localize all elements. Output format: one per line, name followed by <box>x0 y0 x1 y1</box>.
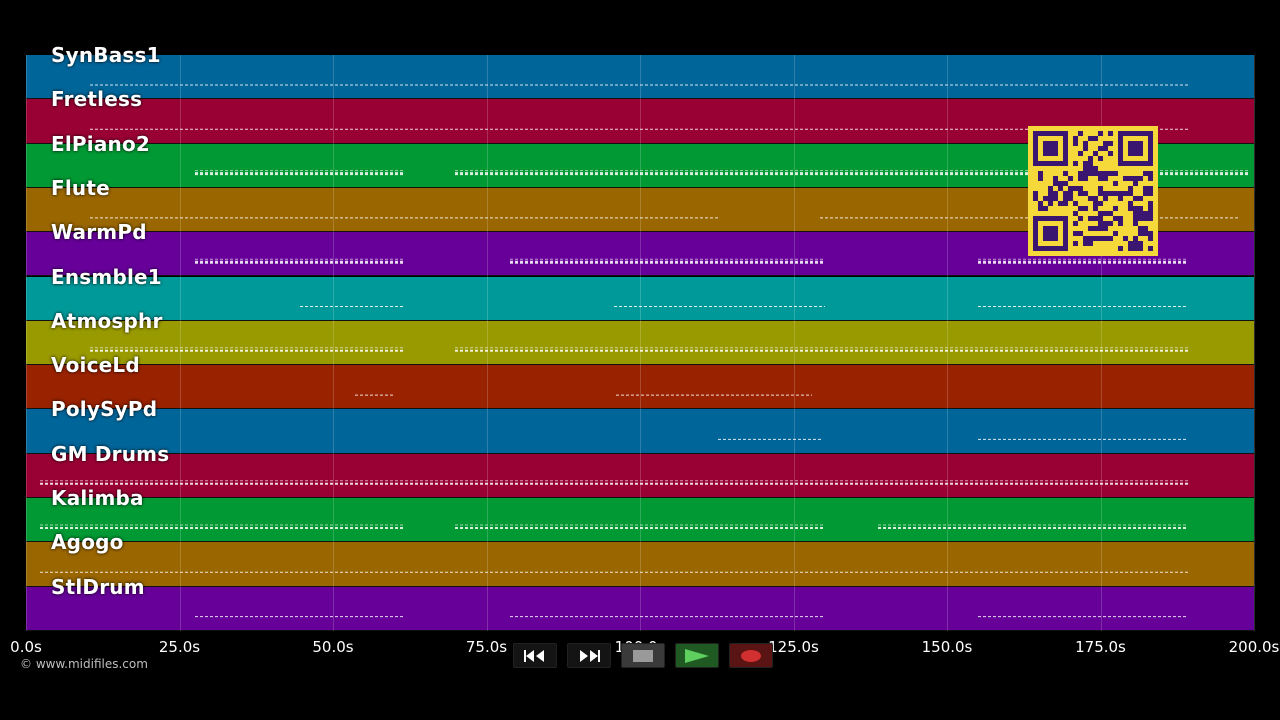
grid-line <box>1100 55 1102 631</box>
track-label: ElPiano2 <box>51 131 151 156</box>
time-tick-label: 150.0s <box>921 638 973 656</box>
grid-line <box>1254 55 1255 631</box>
track-label: PolySyPd <box>51 397 158 422</box>
grid-line <box>179 55 181 631</box>
time-tick-label: 25.0s <box>158 638 201 656</box>
record-button[interactable] <box>729 643 773 668</box>
transport-controls <box>513 643 773 668</box>
fast-forward-button[interactable] <box>567 643 611 668</box>
time-tick-label: 0.0s <box>10 638 42 656</box>
grid-line <box>26 55 27 631</box>
play-icon <box>685 648 709 663</box>
time-tick-label: 125.0s <box>768 638 819 656</box>
track-label: VoiceLd <box>51 353 140 378</box>
track-label: Agogo <box>51 530 124 555</box>
fast-forward-icon <box>580 649 600 662</box>
track-row[interactable] <box>26 542 1254 587</box>
track-label: WarmPd <box>51 220 147 245</box>
play-button[interactable] <box>675 643 719 668</box>
grid-line <box>486 55 488 631</box>
track-row[interactable] <box>26 365 1254 410</box>
track-row[interactable] <box>26 276 1254 321</box>
track-row[interactable] <box>26 586 1254 631</box>
rewind-icon <box>524 649 544 662</box>
stop-button[interactable] <box>621 643 665 668</box>
track-row[interactable] <box>26 320 1254 366</box>
track-label: SynBass1 <box>51 43 161 67</box>
track-row[interactable] <box>26 498 1254 543</box>
grid-line <box>333 55 334 631</box>
track-label: GM Drums <box>51 441 170 466</box>
track-label: Flute <box>51 175 110 200</box>
track-row[interactable] <box>26 453 1254 498</box>
time-tick-label: 50.0s <box>312 638 354 656</box>
time-tick-label: 200.0s <box>1228 638 1280 656</box>
track-label: Ensmble1 <box>51 264 162 289</box>
track-label: Atmosphr <box>51 308 163 333</box>
rewind-button[interactable] <box>513 643 557 668</box>
record-icon <box>741 649 761 662</box>
time-tick-label: 75.0s <box>465 638 508 656</box>
track-label: Fretless <box>51 87 143 112</box>
grid-line <box>640 55 641 631</box>
track-row[interactable] <box>26 55 1254 100</box>
qr-code <box>1028 126 1158 256</box>
copyright-credit: © www.midifiles.com <box>20 657 148 671</box>
track-row[interactable] <box>26 409 1254 454</box>
grid-line <box>947 55 948 631</box>
grid-line <box>793 55 795 631</box>
stop-icon <box>633 649 653 662</box>
track-label: Kalimba <box>51 486 144 510</box>
track-label: StlDrum <box>51 574 145 599</box>
time-tick-label: 175.0s <box>1075 638 1126 656</box>
